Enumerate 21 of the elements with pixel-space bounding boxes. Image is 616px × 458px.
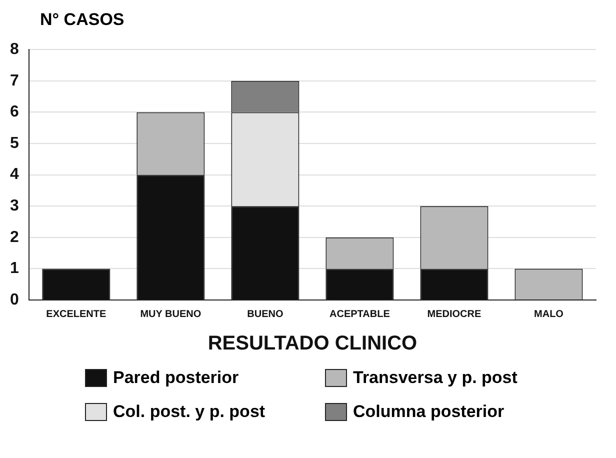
y-tick-label: 7 [10,72,19,90]
y-tick-label: 0 [10,291,19,308]
x-tick-label: MUY BUENO [140,308,202,320]
legend-label: Transversa y p. post [353,368,518,388]
x-tick-label: MALO [534,308,564,320]
y-tick-label: 5 [10,134,19,152]
x-tick-label: BUENO [247,308,284,320]
x-tick-label: EXCELENTE [46,308,106,320]
legend-label: Pared posterior [113,368,239,388]
y-tick-label: 2 [10,228,19,246]
y-tick-label: 4 [10,166,19,184]
legend-label: Columna posterior [353,402,504,422]
x-tick-label: MEDIOCRE [427,308,482,320]
x-axis-title: RESULTADO CLINICO [208,332,418,355]
y-tick-label: 1 [10,260,19,278]
y-tick-label: 6 [10,104,19,121]
y-tick-label: 3 [10,198,19,215]
y-axis-title: N° CASOS [40,10,124,30]
legend-label: Col. post. y p. post [113,402,266,422]
x-tick-label: ACEPTABLE [330,308,390,320]
y-tick-label: 8 [10,41,19,58]
